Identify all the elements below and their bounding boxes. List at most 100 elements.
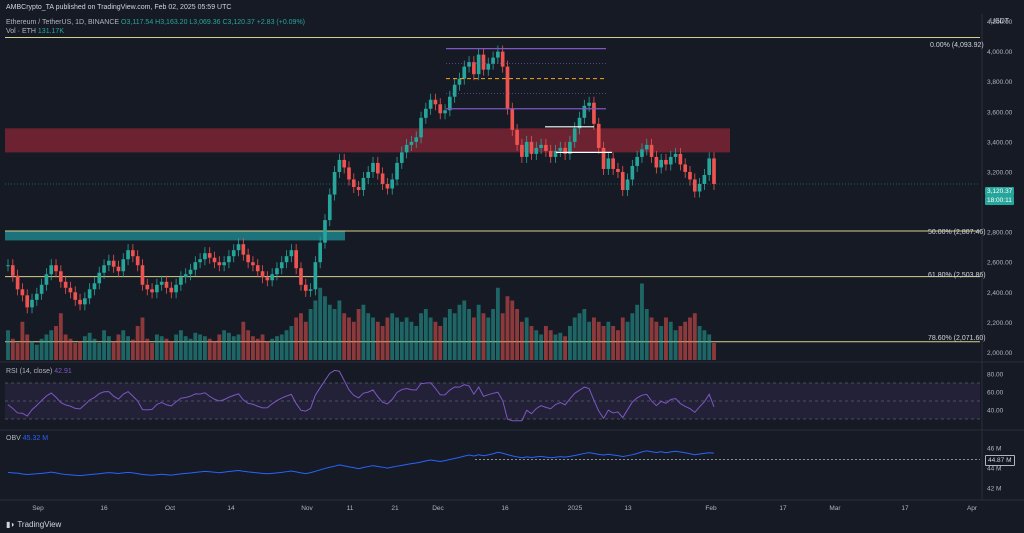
volume-bar <box>409 321 414 360</box>
volume-bar <box>106 336 111 360</box>
volume-bar <box>58 313 63 360</box>
volume-bar <box>452 313 457 360</box>
candle-body <box>611 158 615 169</box>
volume-bar <box>25 334 30 360</box>
candle-body <box>102 265 106 273</box>
volume-bar <box>39 338 44 360</box>
volume-bar <box>697 326 702 360</box>
volume-bar <box>707 334 712 360</box>
candle-body <box>97 272 102 284</box>
time-tick-label: 11 <box>347 505 354 512</box>
volume-bar <box>227 332 231 360</box>
candle-body <box>68 287 73 293</box>
time-tick-label: 17 <box>901 505 909 512</box>
supply-zone <box>5 128 730 153</box>
volume-bar <box>567 326 572 360</box>
obv-title: OBV 45.32 M <box>6 434 48 443</box>
volume-bar <box>299 313 303 360</box>
candle-body <box>20 289 25 296</box>
candle-body <box>548 150 553 157</box>
candle-body <box>145 284 150 290</box>
price-tick-label: 2,600.00 <box>987 260 1013 267</box>
candle-body <box>668 156 673 165</box>
currency-label[interactable]: USDT <box>990 18 1010 25</box>
volume-bar <box>371 317 375 360</box>
time-tick-label: 16 <box>100 505 108 512</box>
volume-bar <box>241 321 246 360</box>
price-tick-label: 3,400.00 <box>987 139 1013 146</box>
tradingview-logo[interactable]: ▮◗ TradingView <box>6 520 61 529</box>
price-tick-label: 3,800.00 <box>987 79 1013 86</box>
candle-body <box>654 156 659 168</box>
candle-body <box>10 265 15 276</box>
volume-bar <box>395 317 399 360</box>
volume-bar <box>193 332 198 360</box>
candle-body <box>30 299 34 308</box>
candle-body <box>587 102 591 106</box>
price-tick-label: 3,600.00 <box>987 109 1013 116</box>
volume-bar <box>423 309 428 360</box>
volume-bar <box>491 309 495 360</box>
volume-bar <box>236 334 241 360</box>
time-tick-label: Mar <box>829 505 841 512</box>
volume-bar <box>678 326 683 360</box>
obv-line <box>7 450 715 477</box>
volume-bar <box>255 338 260 360</box>
volume-bar <box>366 313 371 360</box>
volume-bar <box>73 343 78 360</box>
volume-bar <box>635 304 640 360</box>
candle-body <box>510 108 515 130</box>
price-tick-label: 2,200.00 <box>987 320 1013 327</box>
volume-bar <box>6 330 10 360</box>
volume-bar <box>361 304 366 360</box>
candle-body <box>692 179 697 192</box>
volume-bar <box>399 321 404 360</box>
volume-bar <box>78 341 82 360</box>
volume-bar <box>649 317 654 360</box>
volume-bar <box>284 330 289 360</box>
price-tick-label: 3,200.00 <box>987 169 1013 176</box>
symbol-line: Ethereum / TetherUS, 1D, BINANCE O3,117.… <box>6 18 305 27</box>
candle-body <box>183 274 188 278</box>
time-tick-label: Apr <box>967 505 978 512</box>
candle-body <box>524 141 529 157</box>
volume-line: Vol · ETH 131.17K <box>6 27 64 36</box>
volume-bar <box>616 330 620 360</box>
obv-tick-label: 46 M <box>987 446 1001 453</box>
volume-bar <box>443 317 447 360</box>
candle-body <box>342 159 347 168</box>
volume-bar <box>54 326 58 360</box>
candle-body <box>6 265 10 267</box>
candle-body <box>203 253 207 260</box>
fib-label-786: 78.60% (2,071.60) <box>928 335 986 342</box>
volume-bar <box>10 338 15 360</box>
candle-body <box>155 284 159 293</box>
volume-bar <box>327 304 332 360</box>
candle-body <box>428 99 433 109</box>
price-tick-label: 2,800.00 <box>987 230 1013 237</box>
candle-body <box>664 159 668 165</box>
volume-bar <box>164 338 169 360</box>
candle-body <box>592 102 596 124</box>
candle-body <box>289 250 294 257</box>
volume-bar <box>433 321 438 360</box>
candle-body <box>568 141 572 154</box>
volume-bar <box>356 309 361 360</box>
candle-body <box>356 187 361 191</box>
volume-bar <box>471 317 476 360</box>
candle-body <box>323 220 327 243</box>
volume-bar <box>135 326 140 360</box>
candle-body <box>73 292 78 300</box>
volume-bar <box>308 309 313 360</box>
volume-bar <box>102 330 106 360</box>
candle-body <box>217 262 222 266</box>
symbol-name[interactable]: Ethereum / TetherUS, 1D, BINANCE <box>6 19 120 26</box>
volume-bar <box>630 313 635 360</box>
candle-body <box>476 54 481 75</box>
candle-body <box>491 57 495 64</box>
volume-bar <box>476 304 481 360</box>
volume-bar <box>375 321 380 360</box>
candle-body <box>49 265 54 275</box>
volume-bar <box>712 343 716 360</box>
